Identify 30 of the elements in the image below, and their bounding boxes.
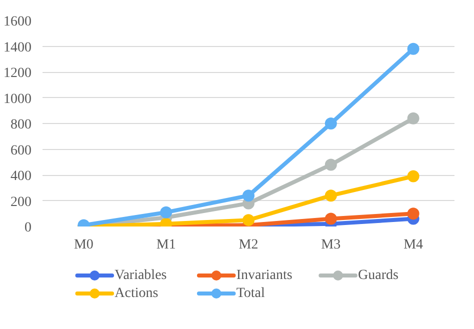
x-tick-label: M3 [321, 238, 341, 252]
point [324, 158, 337, 171]
point [407, 42, 420, 55]
point [324, 118, 337, 130]
legend-label: Invariants [236, 268, 292, 283]
point [407, 208, 420, 220]
point [407, 112, 420, 124]
y-tick-label: 0 [24, 220, 32, 236]
y-tick-label: 200 [10, 194, 32, 210]
y-tick-label: 1200 [4, 66, 32, 81]
legend-label: Guards [358, 268, 398, 283]
point [324, 190, 337, 202]
y-tick-label: 1400 [4, 40, 32, 56]
y-tick-label: 600 [10, 143, 32, 158]
point [242, 214, 254, 226]
legend-label: Total [236, 286, 266, 301]
legend-label: Actions [114, 286, 158, 301]
y-tick-label: 1600 [4, 14, 32, 30]
x-tick-label: M2 [238, 238, 258, 252]
point [242, 190, 254, 202]
x-tick-label: M0 [74, 238, 94, 252]
y-tick-label: 800 [10, 118, 32, 132]
x-tick-label: M1 [156, 238, 176, 252]
y-tick-label: 400 [10, 169, 32, 184]
x-tick-label: M4 [404, 238, 424, 252]
legend-label: Variables [114, 268, 167, 283]
point [407, 170, 420, 182]
point [160, 206, 172, 218]
y-tick-label: 1000 [4, 92, 32, 107]
point [324, 212, 337, 225]
